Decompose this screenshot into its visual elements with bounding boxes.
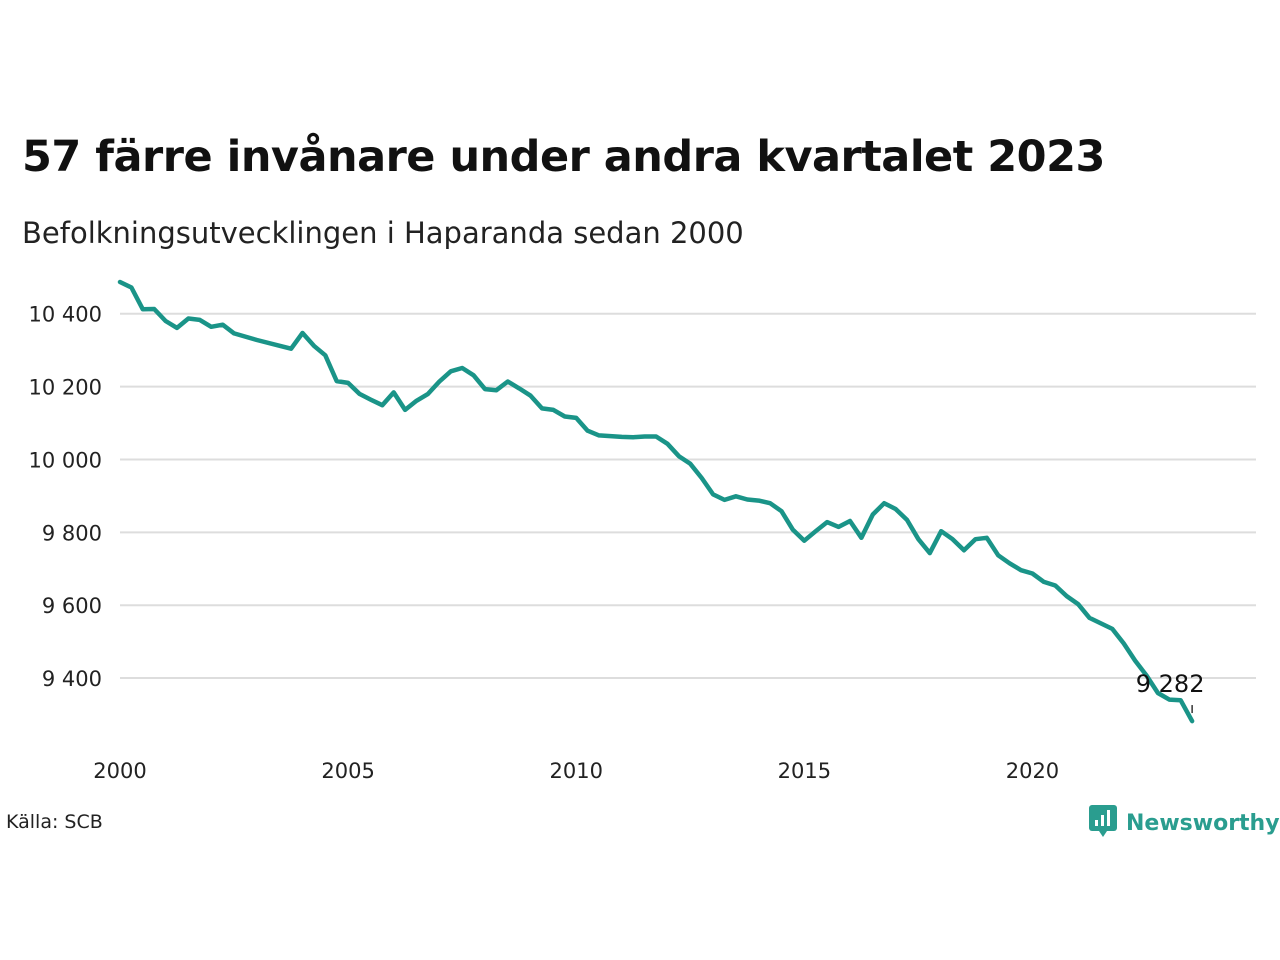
source-note: Källa: SCB: [6, 811, 103, 833]
newsworthy-logo-icon: [1088, 804, 1118, 842]
y-tick-label: 10 200: [29, 376, 102, 400]
x-tick-label: 2000: [93, 759, 146, 783]
x-tick-label: 2010: [549, 759, 602, 783]
chart-subtitle: Befolkningsutvecklingen i Haparanda seda…: [22, 216, 744, 250]
newsworthy-logo-text: Newsworthy: [1126, 810, 1280, 836]
chart-title: 57 färre invånare under andra kvartalet …: [22, 132, 1105, 182]
population-line: [117, 279, 1195, 724]
x-tick-label: 2020: [1006, 759, 1059, 783]
x-tick-label: 2005: [321, 759, 374, 783]
y-tick-label: 9 400: [42, 667, 102, 691]
end-value-label: 9 282: [1136, 670, 1205, 698]
newsworthy-logo[interactable]: Newsworthy: [1088, 804, 1280, 842]
y-tick-label: 9 600: [42, 594, 102, 618]
y-tick-label: 10 000: [29, 448, 102, 472]
y-tick-label: 10 400: [29, 303, 102, 327]
y-tick-label: 9 800: [42, 521, 102, 545]
x-tick-label: 2015: [778, 759, 831, 783]
